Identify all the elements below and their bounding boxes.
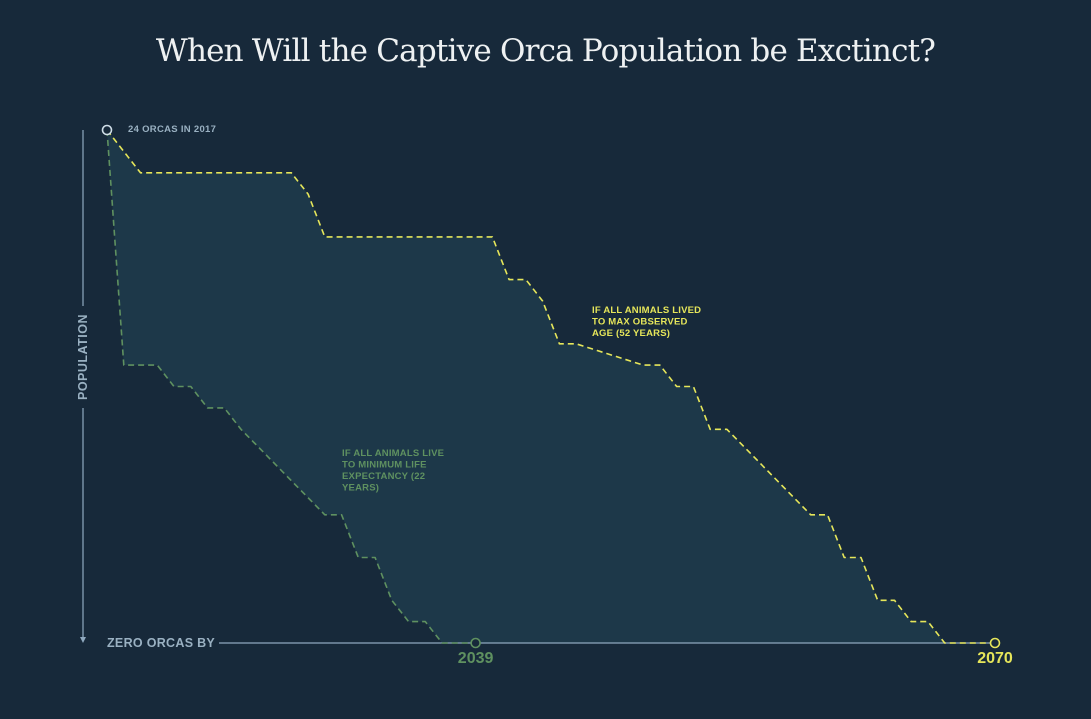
- annotation-min-life-line: IF ALL ANIMALS LIVE: [342, 448, 444, 459]
- annotation-max-age-line: TO MAX OBSERVED: [592, 317, 688, 328]
- zero-orcas-label: ZERO ORCAS BY: [107, 636, 215, 650]
- end-point-min-life: [470, 637, 481, 649]
- end-year-max-age: 2070: [977, 650, 1013, 667]
- end-point-max-age: [989, 637, 1001, 649]
- annotation-max-age: IF ALL ANIMALS LIVED TO MAX OBSERVED AGE…: [592, 305, 704, 339]
- end-year-min-life: 2039: [458, 650, 494, 667]
- annotation-min-life-line: YEARS): [342, 483, 379, 494]
- chart-title: When Will the Captive Orca Population be…: [155, 33, 936, 69]
- annotation-max-age-line: AGE (52 YEARS): [592, 328, 670, 339]
- start-point: [101, 124, 113, 136]
- series-line-min-life: [106, 129, 476, 644]
- annotation-min-life: IF ALL ANIMALS LIVE TO MINIMUM LIFE EXPE…: [342, 448, 447, 494]
- range-area: [107, 130, 995, 643]
- series-line-max-age: [106, 129, 995, 644]
- start-label: 24 ORCAS IN 2017: [128, 124, 216, 135]
- annotation-min-life-line: EXPECTANCY (22: [342, 471, 425, 482]
- annotation-min-life-line: TO MINIMUM LIFE: [342, 460, 427, 471]
- y-axis-label: POPULATION: [76, 314, 90, 400]
- annotation-max-age-line: IF ALL ANIMALS LIVED: [592, 305, 701, 316]
- y-axis-arrow-down-icon: [80, 637, 86, 643]
